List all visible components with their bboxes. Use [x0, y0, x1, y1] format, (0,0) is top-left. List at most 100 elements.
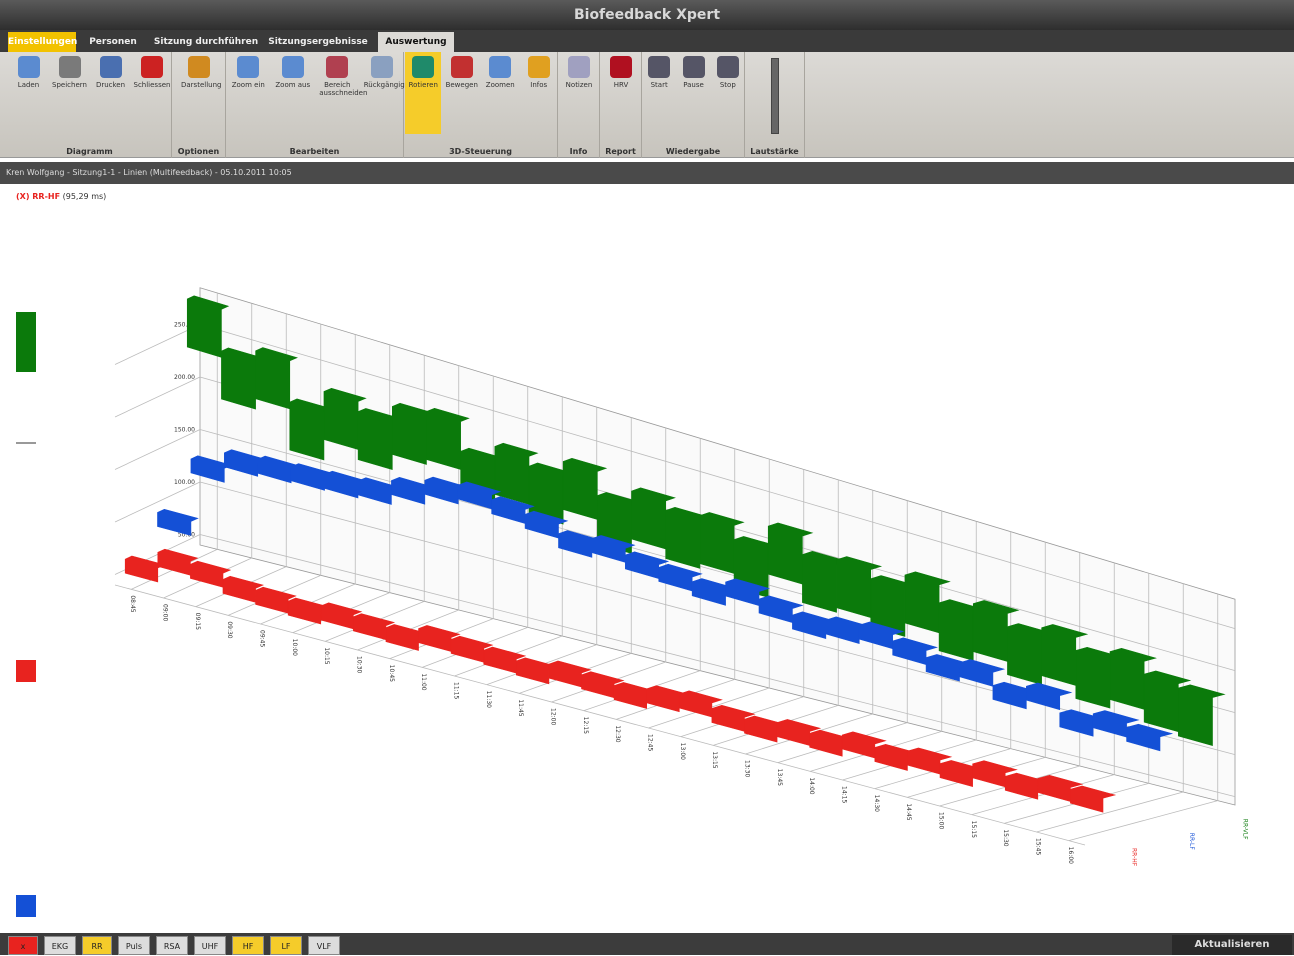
ribbon-tab[interactable]: Auswertung [378, 32, 454, 52]
ribbon-button[interactable]: HRV [603, 56, 639, 89]
ribbon-group: Info Notizen [558, 52, 600, 158]
bottom-tab[interactable]: EKG [44, 936, 76, 955]
ribbon-button[interactable]: Laden [11, 56, 47, 89]
ribbon-button[interactable]: Zoom aus [275, 56, 311, 89]
group-label: Lautstärke [750, 147, 799, 156]
ribbon-tab[interactable]: Sitzung durchführen [153, 37, 259, 47]
x-tick-label: 10:15 [323, 647, 330, 664]
group-label: Optionen [177, 147, 220, 156]
ribbon-button[interactable]: Infos [521, 56, 557, 89]
button-icon [188, 56, 210, 78]
button-icon [237, 56, 260, 78]
x-tick-label: 13:30 [744, 760, 751, 777]
x-tick-label: 13:45 [776, 769, 783, 786]
bottom-tab[interactable]: Puls [118, 936, 150, 955]
x-tick-label: 11:30 [485, 691, 492, 708]
ribbon-button[interactable]: Rotieren [405, 52, 442, 134]
bottom-tab[interactable]: LF [270, 936, 302, 955]
grid-line [114, 481, 201, 523]
y-tick-label: 200.00 [174, 374, 195, 381]
bottom-tabs: x EKG RR Puls RSA UHF HF LF VLF [0, 933, 1294, 955]
ribbon-button[interactable]: Stop [710, 56, 746, 89]
x-tick-label: 15:00 [938, 812, 945, 829]
ribbon-button[interactable]: Schliessen [134, 56, 170, 89]
chart-caption: (X) RR-HF (95,29 ms) [16, 192, 106, 201]
x-tick-label: 14:30 [873, 795, 880, 812]
ribbon-tab[interactable]: Sitzungsergebnisse [268, 37, 368, 47]
ribbon-button[interactable]: Bereich ausschneiden [319, 56, 367, 97]
bottom-tab[interactable]: RSA [156, 936, 188, 955]
button-icon [648, 56, 671, 78]
series-segment [1026, 682, 1073, 711]
side-icon [16, 312, 36, 372]
refresh-button[interactable]: Aktualisieren [1172, 935, 1292, 955]
x-tick-label: 14:00 [808, 777, 815, 794]
x-tick-label: 14:15 [841, 786, 848, 803]
ribbon-button[interactable]: Drucken [93, 56, 129, 89]
ribbon-group: 3D-Steuerung Rotieren Bewegen Zoomen Infos [404, 52, 558, 158]
y-tick-label: 50.00 [178, 532, 195, 539]
ribbon-button[interactable]: Bewegen [444, 56, 480, 89]
ribbon-button[interactable]: Zoom ein [230, 56, 266, 89]
series-segment [1070, 785, 1117, 813]
x-tick-label: 12:30 [614, 725, 621, 742]
ribbon-group: Wiedergabe Start Pause Stop [642, 52, 745, 158]
legend-entry: RR-HF [1130, 848, 1137, 867]
grid-line [971, 774, 1115, 816]
grid-line [114, 324, 201, 365]
caption-marker: (X) RR-HF [16, 192, 61, 201]
x-tick-label: 12:45 [647, 734, 654, 751]
bottom-tab[interactable]: x [8, 936, 38, 955]
button-icon [489, 56, 512, 78]
x-tick-label: 12:15 [582, 717, 589, 734]
ribbon-button[interactable]: Zoomen [482, 56, 518, 89]
ribbon-button[interactable]: Speichern [52, 56, 88, 89]
x-tick-label: 09:30 [226, 621, 233, 638]
button-label: Darstellung [181, 81, 222, 89]
button-icon [682, 56, 705, 78]
button-icon [58, 56, 81, 78]
ribbon-button[interactable]: Notizen [561, 56, 597, 89]
caption-value: (95,29 ms) [62, 192, 107, 201]
side-icon [16, 895, 36, 917]
bottom-tab[interactable]: RR [82, 936, 112, 955]
grid-line [199, 324, 1236, 629]
button-icon [17, 56, 40, 78]
button-label: Speichern [52, 81, 87, 89]
bottom-tab[interactable]: VLF [308, 936, 340, 955]
button-icon [527, 56, 550, 78]
ribbon-button[interactable]: Start [641, 56, 677, 89]
group-label: 3D-Steuerung [449, 147, 512, 156]
series-segment [1178, 684, 1226, 746]
ribbon-group: Optionen Darstellung [172, 52, 226, 158]
ribbon-tab[interactable]: Einstellungen [8, 32, 77, 52]
bottom-tab[interactable]: HF [232, 936, 264, 955]
x-tick-label: 11:00 [420, 673, 427, 690]
button-label: Zoom ein [231, 81, 265, 89]
button-label: Zoomen [485, 81, 515, 89]
y-tick-label: 150.00 [174, 427, 195, 434]
window-title: Biofeedback Xpert [573, 7, 721, 23]
ribbon-button[interactable]: Darstellung [181, 56, 222, 89]
x-tick-label: 13:00 [679, 743, 686, 760]
bottom-tab[interactable]: UHF [194, 936, 226, 955]
button-icon [412, 56, 435, 78]
x-tick-label: 08:45 [129, 595, 136, 612]
group-label: Report [605, 147, 636, 156]
side-icon [16, 660, 36, 682]
title-bar: Biofeedback Xpert [0, 0, 1294, 30]
button-label: HRV [613, 81, 629, 89]
button-icon [716, 56, 739, 78]
grid-line [199, 481, 1236, 755]
ribbon-button[interactable]: Rückgängig [364, 56, 405, 89]
ribbon-tab[interactable]: Personen [89, 37, 137, 47]
button-icon [450, 56, 473, 78]
x-tick-label: 16:00 [1067, 847, 1074, 864]
button-label: Bewegen [445, 81, 478, 89]
series-segment [157, 508, 199, 536]
grid-line [1036, 791, 1184, 833]
group-label: Wiedergabe [665, 147, 721, 156]
volume-slider[interactable] [771, 58, 779, 134]
ribbon-button[interactable]: Pause [676, 56, 712, 89]
